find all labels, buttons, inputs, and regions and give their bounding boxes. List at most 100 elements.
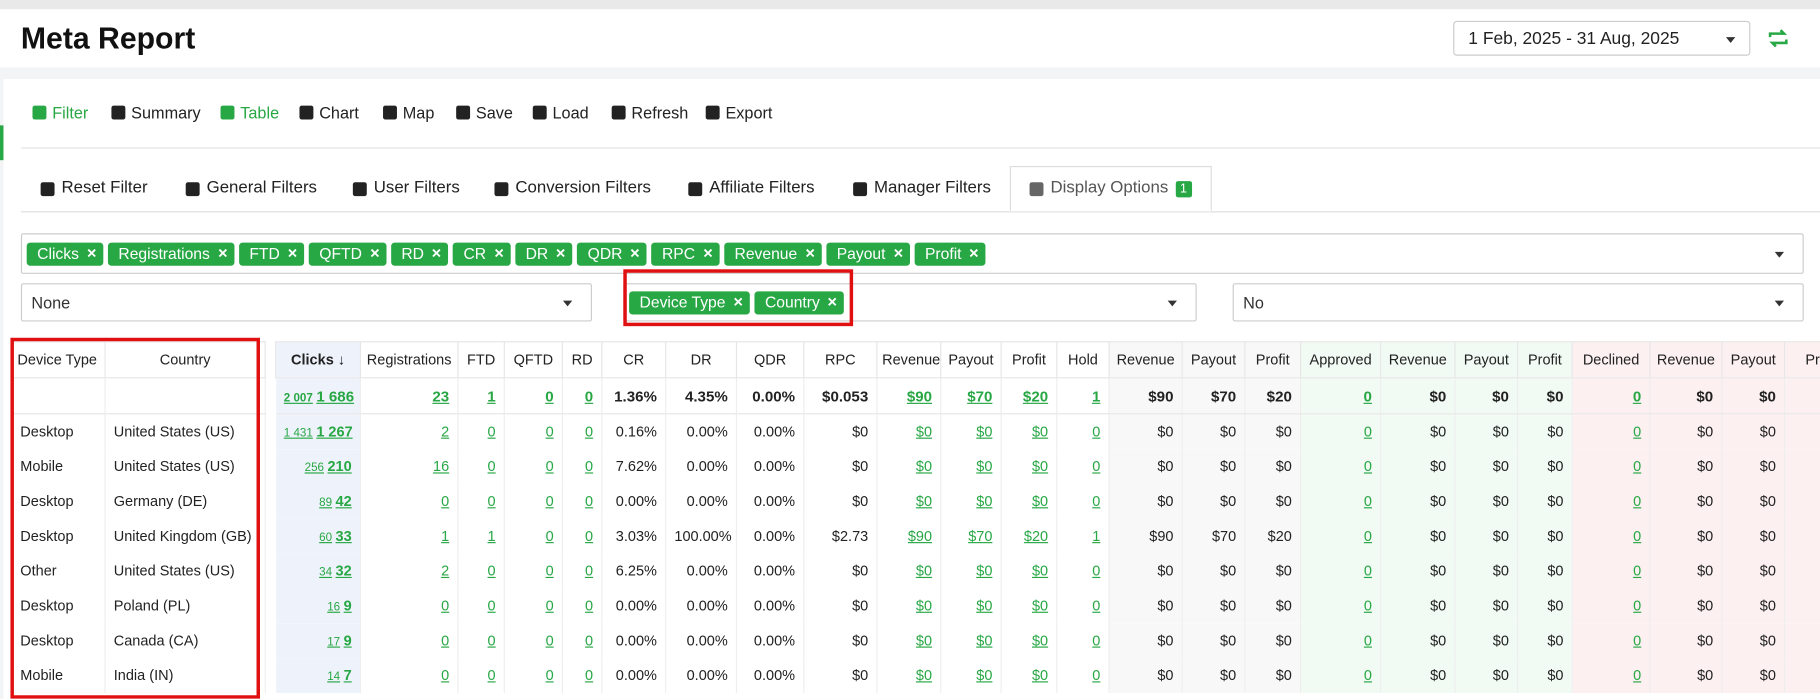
cell-link[interactable]: 0 <box>441 597 450 615</box>
remove-icon[interactable] <box>894 248 903 258</box>
cell-link[interactable]: 0 <box>1092 562 1101 580</box>
cell-link[interactable]: 0 <box>545 562 554 580</box>
cell-link[interactable]: 0 <box>1363 562 1372 580</box>
cell-link[interactable]: $0 <box>1031 632 1049 649</box>
cell-link[interactable]: 0 <box>585 458 594 475</box>
remove-icon[interactable] <box>432 248 441 258</box>
cell-link[interactable]: $0 <box>976 562 993 580</box>
cell-link[interactable]: 0 <box>441 632 450 649</box>
remove-icon[interactable] <box>87 248 96 258</box>
toolbar-button[interactable]: Export <box>705 103 772 122</box>
tab[interactable]: Reset Filter <box>40 166 148 211</box>
cell-link[interactable]: $0 <box>1031 667 1049 684</box>
clicks-sub-link[interactable]: 1 431 <box>283 427 313 440</box>
remove-icon[interactable] <box>703 248 712 258</box>
clicks-link[interactable]: 7 <box>343 667 352 684</box>
cell-link[interactable]: 1 <box>487 528 496 545</box>
cell-link[interactable]: 0 <box>1633 632 1642 649</box>
cell-link[interactable]: 0 <box>585 493 594 510</box>
cell-link[interactable]: 0 <box>584 387 594 405</box>
cell-link[interactable]: $90 <box>907 528 933 545</box>
cell-link[interactable]: 23 <box>432 387 450 405</box>
clicks-sub-link[interactable]: 89 <box>319 496 333 510</box>
remove-icon[interactable] <box>218 248 227 258</box>
tab[interactable]: User Filters <box>352 166 460 211</box>
cell-link[interactable]: 0 <box>1633 667 1642 684</box>
cell-link[interactable]: 0 <box>1363 423 1372 440</box>
remove-icon[interactable] <box>631 248 640 258</box>
cell-link[interactable]: 0 <box>487 493 496 510</box>
cell-link[interactable]: 0 <box>1092 597 1101 615</box>
cell-link[interactable]: 0 <box>585 528 594 545</box>
toolbar-button[interactable]: Refresh <box>611 103 688 122</box>
clicks-sub-link[interactable]: 16 <box>327 601 341 615</box>
cell-link[interactable]: 0 <box>487 562 496 580</box>
cell-link[interactable]: 0 <box>441 667 450 684</box>
remove-icon[interactable] <box>805 248 815 258</box>
cell-link[interactable]: 0 <box>487 458 496 475</box>
cell-link[interactable]: 0 <box>1363 667 1372 684</box>
group-by-select[interactable]: Device Type Country <box>623 283 1197 322</box>
cell-link[interactable]: $0 <box>915 458 933 475</box>
cell-link[interactable]: 0 <box>1363 528 1372 545</box>
clicks-sub-link[interactable]: 17 <box>327 636 341 649</box>
cell-link[interactable]: 0 <box>441 493 450 510</box>
clicks-sub-link[interactable]: 14 <box>327 670 341 684</box>
cell-link[interactable]: $0 <box>1031 493 1049 510</box>
cell-link[interactable]: 0 <box>487 597 496 615</box>
clicks-sub-link[interactable]: 60 <box>319 531 333 545</box>
remove-icon[interactable] <box>288 248 297 258</box>
toolbar-button[interactable]: Map <box>383 103 434 122</box>
cell-link[interactable]: 0 <box>1633 528 1642 545</box>
tab[interactable]: Manager Filters <box>853 166 991 211</box>
cell-link[interactable]: 0 <box>1633 597 1642 615</box>
cell-link[interactable]: 16 <box>433 458 450 475</box>
cell-link[interactable]: 0 <box>1363 493 1372 510</box>
toolbar-button[interactable]: Table <box>220 103 279 122</box>
cell-link[interactable]: $0 <box>976 597 993 615</box>
cell-link[interactable]: $0 <box>976 493 993 510</box>
tab[interactable]: General Filters <box>185 166 317 211</box>
cell-link[interactable]: $90 <box>906 387 933 405</box>
cell-link[interactable]: 0 <box>1632 387 1642 405</box>
cell-link[interactable]: 0 <box>1363 632 1372 649</box>
clicks-link[interactable]: 210 <box>327 458 352 475</box>
cell-link[interactable]: 0 <box>545 387 554 405</box>
clicks-link[interactable]: 42 <box>335 493 352 510</box>
cell-link[interactable]: 0 <box>585 632 594 649</box>
cell-link[interactable]: 0 <box>1363 458 1372 475</box>
cell-link[interactable]: $0 <box>915 597 933 615</box>
cell-link[interactable]: 0 <box>487 423 496 440</box>
remove-icon[interactable] <box>970 248 979 258</box>
cell-link[interactable]: 0 <box>1092 667 1101 684</box>
cell-link[interactable]: $0 <box>915 423 933 440</box>
cell-link[interactable]: $0 <box>976 458 993 475</box>
cell-link[interactable]: 0 <box>545 597 554 615</box>
refresh-icon[interactable] <box>1767 28 1790 49</box>
cell-link[interactable]: 2 <box>441 562 450 580</box>
cell-link[interactable]: 0 <box>1092 458 1101 475</box>
first-select[interactable]: None <box>20 283 592 322</box>
cell-link[interactable]: $0 <box>915 493 933 510</box>
cell-link[interactable]: 0 <box>545 458 554 475</box>
clicks-link[interactable]: 9 <box>343 632 352 649</box>
cell-link[interactable]: 1 <box>1091 387 1101 405</box>
toolbar-button[interactable]: Load <box>532 103 589 122</box>
clicks-sub-link[interactable]: 34 <box>319 566 333 580</box>
cell-link[interactable]: 0 <box>545 493 554 510</box>
cell-link[interactable]: 0 <box>585 597 594 615</box>
cell-link[interactable]: 0 <box>545 632 554 649</box>
cell-link[interactable]: $0 <box>915 562 933 580</box>
remove-icon[interactable] <box>734 297 743 306</box>
cell-link[interactable]: 0 <box>1092 632 1101 649</box>
cell-link[interactable]: 0 <box>585 667 594 684</box>
cell-link[interactable]: 1 <box>441 528 450 545</box>
cell-link[interactable]: $0 <box>976 667 993 684</box>
cell-link[interactable]: 0 <box>585 562 594 580</box>
clicks-link[interactable]: 33 <box>335 528 352 545</box>
cell-link[interactable]: $0 <box>1031 597 1049 615</box>
remove-icon[interactable] <box>828 297 837 306</box>
tab[interactable]: Affiliate Filters <box>688 166 815 211</box>
remove-icon[interactable] <box>494 248 504 258</box>
cell-link[interactable]: 0 <box>487 667 496 684</box>
